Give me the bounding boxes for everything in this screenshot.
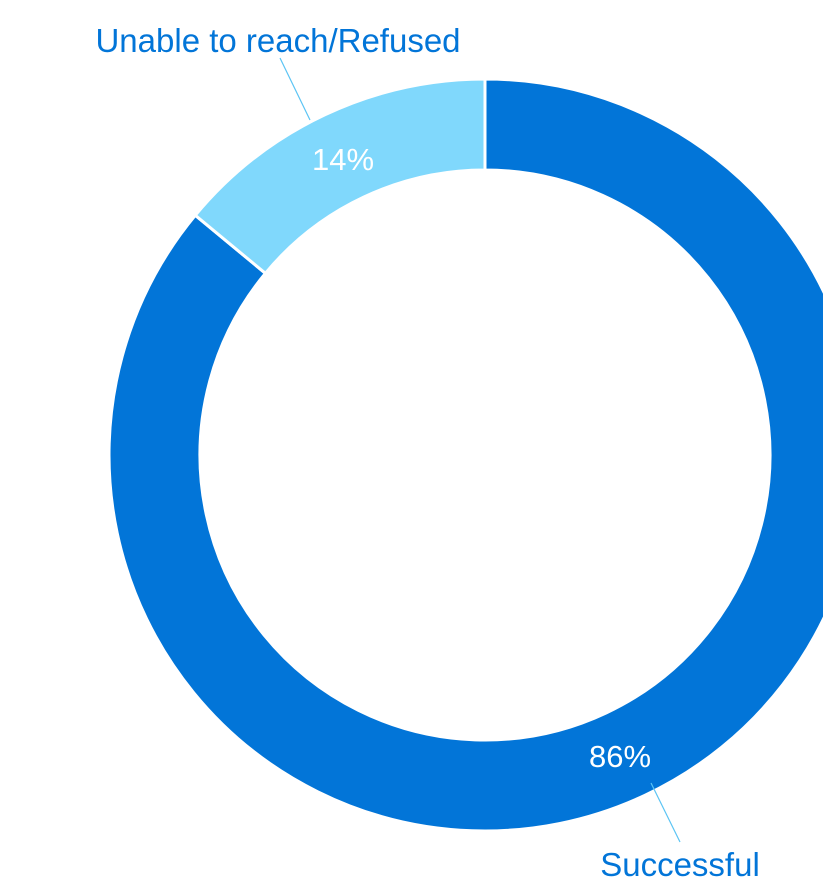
leader-line-successful	[650, 782, 681, 843]
slice-successful	[107, 77, 823, 833]
category-label-successful: Successful	[600, 846, 760, 883]
leader-lines-layer	[279, 57, 681, 843]
leader-line-unable-to-reach-refused	[279, 57, 311, 121]
slices-layer	[107, 77, 823, 833]
value-label-unable-to-reach-refused: 14%	[312, 142, 374, 177]
category-label-unable-to-reach-refused: Unable to reach/Refused	[95, 22, 460, 59]
labels-layer: Successful 86% Unable to reach/Refused 14%	[95, 22, 759, 883]
slice-unable-to-reach-refused	[193, 77, 487, 276]
value-label-successful: 86%	[589, 739, 651, 774]
